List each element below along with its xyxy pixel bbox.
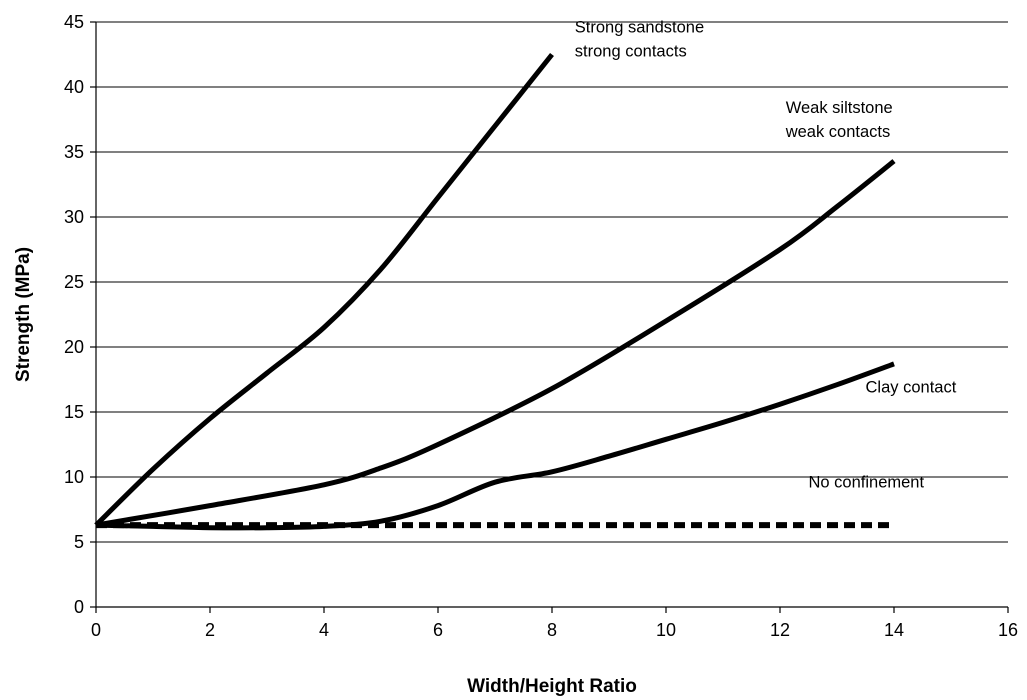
x-tick-label-2: 2: [205, 620, 215, 640]
series-annotation-3: No confinement: [809, 473, 925, 491]
y-tick-label-0: 0: [74, 597, 84, 617]
x-tick-label-4: 4: [319, 620, 329, 640]
y-tick-label-35: 35: [64, 142, 84, 162]
x-tick-label-10: 10: [656, 620, 676, 640]
x-tick-label-8: 8: [547, 620, 557, 640]
x-tick-label-14: 14: [884, 620, 904, 640]
y-tick-label-40: 40: [64, 77, 84, 97]
y-tick-label-20: 20: [64, 337, 84, 357]
gridlines: [96, 21, 1008, 543]
series-line-clay-contact: [95, 361, 895, 531]
series-annotation-1: Weak siltstone weak contacts: [785, 99, 893, 141]
y-tick-label-5: 5: [74, 532, 84, 552]
axes: [90, 21, 1009, 613]
series-line-strong-sandstone-strong-contacts: [94, 52, 554, 527]
y-axis-title: Strength (MPa): [13, 247, 34, 382]
series-annotation-2: Clay contact: [866, 379, 957, 397]
y-tick-label-25: 25: [64, 272, 84, 292]
tick-labels: 0 5 10 15 20 25 30 35 40 45 0 2 4 6 8 10 12 14 16: [64, 12, 1018, 640]
x-tick-label-16: 16: [998, 620, 1018, 640]
y-tick-label-30: 30: [64, 207, 84, 227]
series-annotation-0: Strong sandstone strong contacts: [575, 18, 704, 60]
y-tick-label-10: 10: [64, 467, 84, 487]
series-lines: [94, 52, 896, 531]
y-tick-label-15: 15: [64, 402, 84, 422]
x-tick-label-12: 12: [770, 620, 790, 640]
annotations: Strong sandstone strong contacts Weak silt…: [575, 18, 957, 491]
series-line-weak-siltstone-weak-contacts: [95, 159, 896, 528]
x-tick-label-6: 6: [433, 620, 443, 640]
x-tick-label-0: 0: [91, 620, 101, 640]
x-axis-title: Width/Height Ratio: [467, 676, 637, 697]
y-tick-label-45: 45: [64, 12, 84, 32]
